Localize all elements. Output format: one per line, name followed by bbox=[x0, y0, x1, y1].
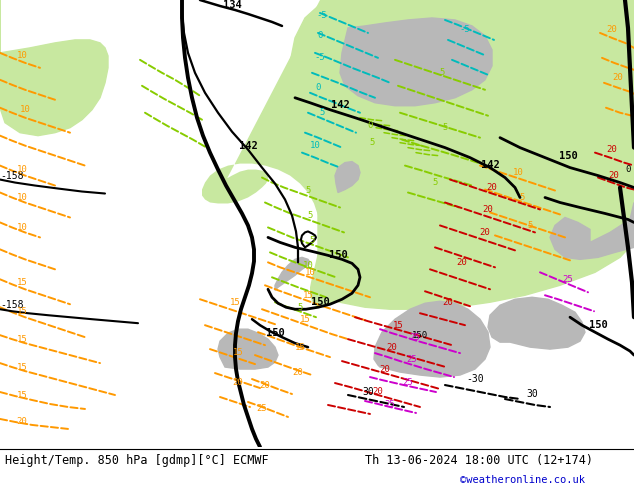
Text: 10: 10 bbox=[513, 168, 524, 177]
Text: 15: 15 bbox=[392, 320, 403, 330]
Text: 142: 142 bbox=[330, 100, 349, 110]
Text: 20: 20 bbox=[16, 417, 27, 426]
Text: 5: 5 bbox=[443, 123, 448, 132]
Text: Th 13-06-2024 18:00 UTC (12+174): Th 13-06-2024 18:00 UTC (12+174) bbox=[365, 454, 593, 467]
Text: 20: 20 bbox=[260, 381, 270, 390]
Text: 15: 15 bbox=[16, 391, 27, 399]
Text: 20: 20 bbox=[380, 365, 391, 373]
Text: 5: 5 bbox=[519, 193, 525, 202]
Text: 20: 20 bbox=[443, 298, 453, 307]
Text: 20: 20 bbox=[293, 368, 304, 377]
Text: 10: 10 bbox=[16, 193, 27, 202]
Text: 142: 142 bbox=[238, 141, 257, 150]
Text: 20: 20 bbox=[233, 377, 243, 387]
Text: 25: 25 bbox=[385, 400, 396, 410]
Text: 142: 142 bbox=[481, 160, 500, 170]
Text: 20: 20 bbox=[607, 25, 618, 34]
Text: -5: -5 bbox=[460, 25, 470, 34]
Text: 20: 20 bbox=[487, 183, 498, 192]
Text: 30: 30 bbox=[526, 389, 538, 399]
Text: 15: 15 bbox=[233, 347, 243, 357]
Text: 20: 20 bbox=[612, 74, 623, 82]
Text: Height/Temp. 850 hPa [gdmp][°C] ECMWF: Height/Temp. 850 hPa [gdmp][°C] ECMWF bbox=[5, 454, 269, 467]
Text: 5: 5 bbox=[306, 186, 311, 195]
Text: -5: -5 bbox=[316, 11, 327, 21]
Text: 20: 20 bbox=[373, 387, 384, 395]
Text: 150: 150 bbox=[588, 320, 607, 330]
Text: 5: 5 bbox=[297, 303, 302, 312]
Text: 10: 10 bbox=[302, 261, 313, 270]
Text: 20: 20 bbox=[609, 171, 619, 180]
Polygon shape bbox=[310, 0, 575, 143]
Text: 0: 0 bbox=[625, 165, 631, 174]
Polygon shape bbox=[202, 0, 634, 307]
Text: 15: 15 bbox=[230, 298, 240, 307]
Text: 15: 15 bbox=[300, 315, 311, 324]
Text: 5: 5 bbox=[370, 138, 375, 147]
Text: 0: 0 bbox=[317, 31, 323, 40]
Polygon shape bbox=[488, 297, 585, 349]
Text: 150: 150 bbox=[266, 328, 285, 338]
Text: -30: -30 bbox=[466, 374, 484, 384]
Text: 5: 5 bbox=[432, 178, 437, 187]
Text: 20: 20 bbox=[387, 343, 398, 352]
Text: 150: 150 bbox=[328, 250, 347, 260]
Text: 15: 15 bbox=[16, 335, 27, 343]
Polygon shape bbox=[340, 18, 492, 106]
Text: 10: 10 bbox=[16, 223, 27, 232]
Text: -158: -158 bbox=[0, 171, 23, 180]
Text: 10: 10 bbox=[309, 141, 320, 150]
Text: 25: 25 bbox=[257, 404, 268, 414]
Text: 15: 15 bbox=[16, 363, 27, 371]
Text: 20: 20 bbox=[607, 145, 618, 154]
Text: 5: 5 bbox=[527, 221, 533, 230]
Text: 25: 25 bbox=[410, 333, 420, 342]
Text: 25: 25 bbox=[403, 377, 413, 387]
Text: 134: 134 bbox=[223, 0, 242, 10]
Text: ©weatheronline.co.uk: ©weatheronline.co.uk bbox=[460, 475, 585, 485]
Text: 15: 15 bbox=[16, 307, 27, 316]
Text: -5: -5 bbox=[314, 53, 325, 62]
Text: 5: 5 bbox=[307, 211, 313, 220]
Text: 20: 20 bbox=[456, 258, 467, 267]
Text: 5: 5 bbox=[439, 68, 444, 77]
Polygon shape bbox=[335, 162, 360, 193]
Polygon shape bbox=[290, 0, 634, 309]
Text: 20: 20 bbox=[480, 228, 490, 237]
Text: 20: 20 bbox=[482, 205, 493, 214]
Text: 10: 10 bbox=[16, 51, 27, 60]
Text: 5: 5 bbox=[309, 236, 314, 245]
Text: 0: 0 bbox=[315, 83, 321, 92]
Text: 150: 150 bbox=[559, 150, 578, 161]
Text: 30: 30 bbox=[362, 387, 374, 397]
Text: 15: 15 bbox=[302, 291, 313, 300]
Polygon shape bbox=[550, 202, 634, 259]
Polygon shape bbox=[218, 329, 278, 369]
Text: 0: 0 bbox=[367, 121, 373, 130]
Text: 10: 10 bbox=[304, 268, 315, 277]
Text: 150: 150 bbox=[412, 331, 428, 340]
Text: 5: 5 bbox=[320, 108, 325, 117]
Polygon shape bbox=[374, 301, 490, 377]
Text: 25: 25 bbox=[562, 275, 573, 284]
Text: 10: 10 bbox=[16, 165, 27, 174]
Polygon shape bbox=[0, 0, 108, 136]
Text: 15: 15 bbox=[16, 278, 27, 287]
Text: -158: -158 bbox=[0, 300, 23, 310]
Text: 150: 150 bbox=[311, 297, 330, 307]
Text: 15: 15 bbox=[295, 343, 306, 352]
Text: 10: 10 bbox=[20, 105, 30, 114]
Polygon shape bbox=[275, 257, 310, 290]
Text: 25: 25 bbox=[406, 355, 417, 364]
